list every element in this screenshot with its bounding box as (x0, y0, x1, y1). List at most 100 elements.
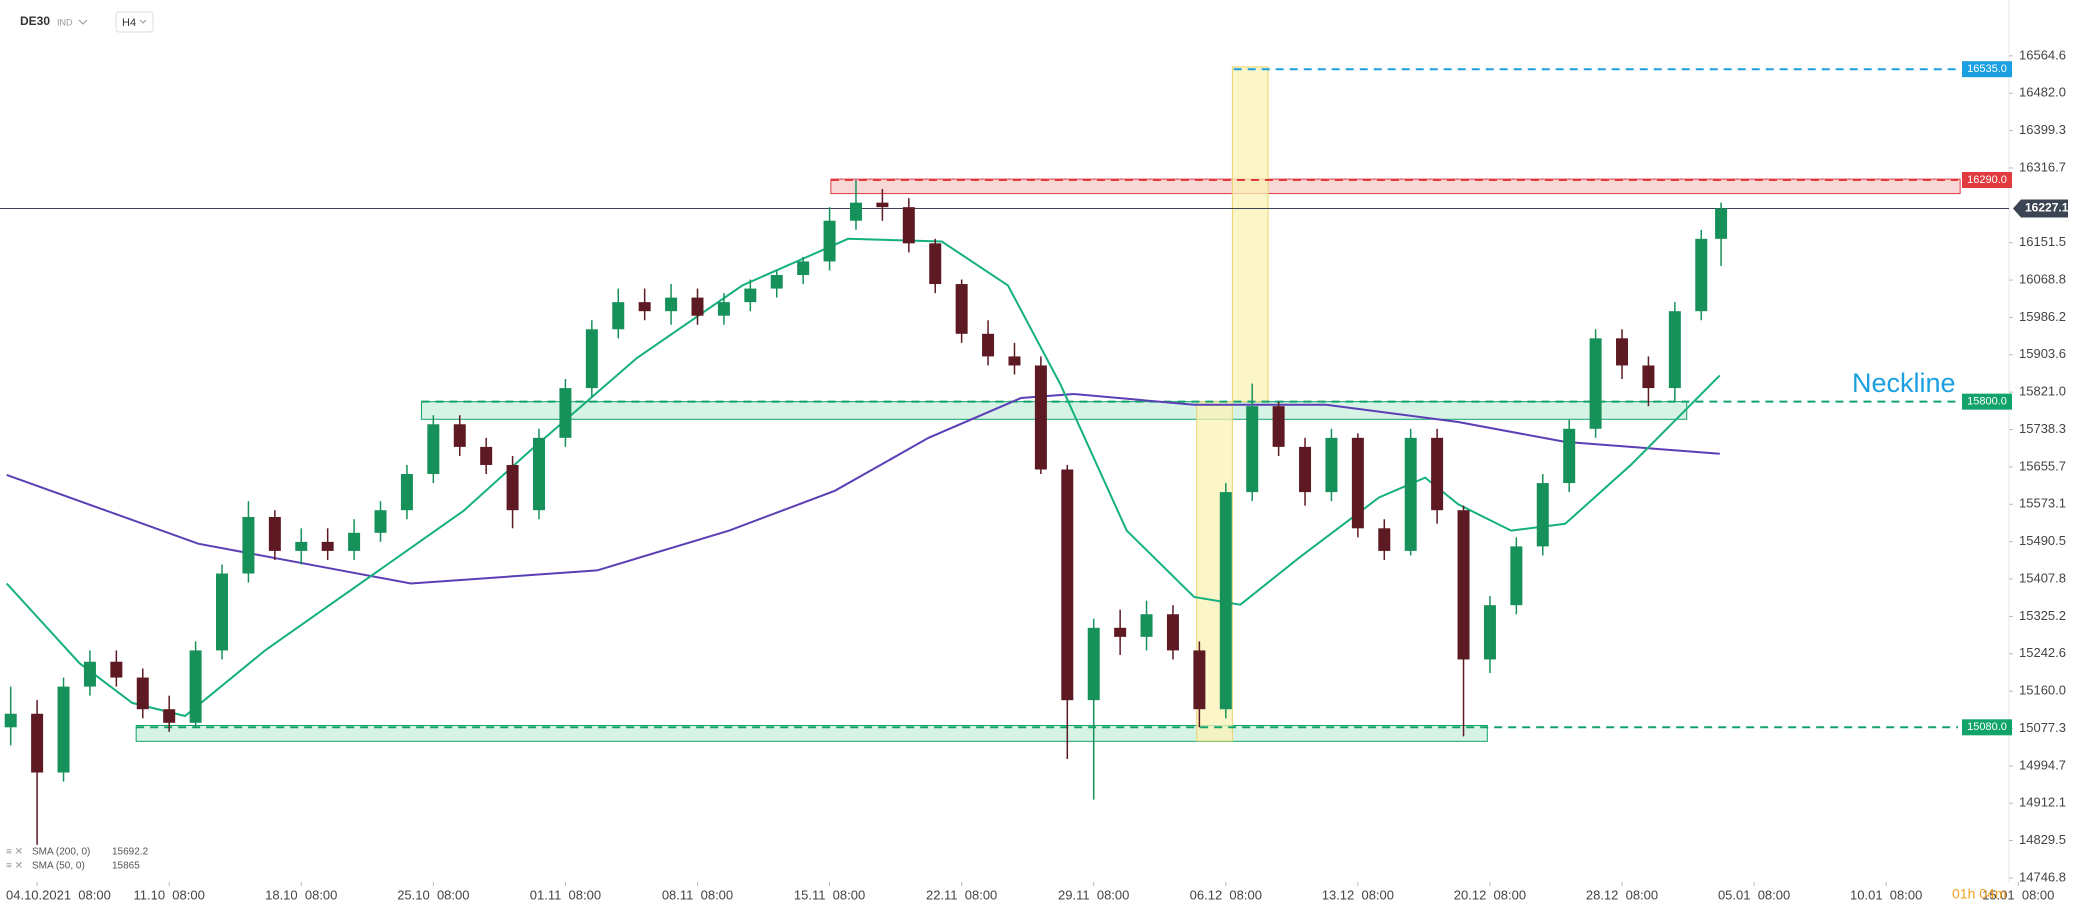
candle-body (1668, 311, 1681, 389)
candle-body (744, 288, 757, 303)
candle-body (533, 437, 545, 511)
candle-body (1695, 238, 1708, 312)
legend-icon: ≡ ✕ (6, 847, 23, 858)
candle-body (876, 202, 889, 208)
candle-body (1589, 338, 1602, 429)
candle-body (691, 297, 704, 316)
x-tick-label: 10.01 08:00 (1850, 887, 1922, 902)
level-label: 16535.0 (1967, 63, 2007, 75)
x-tick-label: 22.11 08:00 (926, 887, 997, 902)
y-tick-label: 15655.7 (2019, 458, 2066, 473)
x-tick-label: 18.10 08:00 (265, 887, 337, 902)
x-tick-label: 13.12 08:00 (1322, 887, 1394, 902)
last-price-box (2013, 199, 2068, 218)
candle-body (665, 297, 678, 312)
candle-body (770, 275, 783, 289)
x-tick-label: 11.10 08:00 (134, 887, 205, 902)
y-tick-label: 15077.3 (2019, 720, 2066, 735)
candle-body (348, 532, 361, 551)
candle-body (1431, 437, 1444, 511)
candle-body (110, 661, 123, 678)
candle-body (1351, 437, 1364, 529)
timer: 01h 04m (1952, 886, 2006, 902)
x-tick-label: 15.11 08:00 (794, 887, 865, 902)
candle-body (1483, 605, 1496, 660)
sma-line (5, 237, 1721, 718)
level-label: 16290.0 (1967, 174, 2007, 186)
x-tick-label: 15.01 08:00 (1982, 887, 2054, 902)
candle-body (400, 474, 413, 511)
candle-body (982, 333, 995, 357)
y-tick-label: 15160.0 (2019, 683, 2066, 698)
candle-body (797, 261, 810, 276)
interval-box[interactable] (115, 11, 154, 33)
legend-name: SMA (200, 0) (32, 847, 90, 858)
candle-body (1061, 469, 1074, 701)
level-label-box (1962, 393, 2012, 410)
y-tick-label: 16316.7 (2019, 159, 2066, 174)
candle-body (1510, 546, 1523, 606)
y-tick-label: 15821.0 (2019, 384, 2066, 399)
candle-body (559, 388, 572, 438)
level-label-box (1962, 61, 2012, 78)
candle-body (585, 329, 598, 389)
y-tick-label: 15325.2 (2019, 608, 2066, 623)
y-tick-label: 16068.8 (2019, 272, 2066, 287)
symbol[interactable]: DE30 (20, 14, 50, 28)
candle-body (1140, 614, 1153, 637)
candle-body (1616, 338, 1629, 366)
candle-body (321, 541, 334, 551)
candle-body (1715, 208, 1728, 239)
candle-body (1087, 627, 1100, 701)
last-price-label: 16227.1 (2025, 201, 2069, 215)
candle-body (1642, 365, 1655, 389)
interval[interactable]: H4 (122, 17, 136, 29)
x-tick-label: 20.12 08:00 (1454, 887, 1526, 902)
annotation: Neckline (1852, 368, 1956, 398)
x-tick-label: 01.11 08:00 (530, 887, 601, 902)
y-tick-label: 14994.7 (2019, 757, 2066, 772)
zone (1231, 66, 1269, 403)
y-tick-label: 16399.3 (2019, 122, 2066, 137)
legend-value: 15692.2 (112, 847, 149, 858)
dropdown-arrow[interactable] (78, 19, 88, 25)
candle-body (268, 516, 281, 551)
zone (830, 178, 1961, 195)
candle-body (929, 243, 942, 285)
y-tick-label: 16151.5 (2019, 234, 2066, 249)
candle-body (849, 202, 862, 221)
candle-body (4, 713, 17, 728)
y-tick-label: 15986.2 (2019, 309, 2066, 324)
candle-body (506, 464, 519, 511)
candle-body (242, 516, 255, 574)
candle-body (1246, 406, 1259, 493)
zone (420, 401, 1688, 420)
x-tick-label: 25.10 08:00 (397, 887, 469, 902)
x-tick-label: 28.12 08:00 (1586, 887, 1658, 902)
y-tick-label: 15490.5 (2019, 533, 2066, 548)
candle-body (1219, 492, 1232, 710)
candle-body (427, 424, 440, 475)
candle-body (638, 302, 651, 312)
candle-body (1193, 650, 1206, 710)
dropdown-arrow[interactable] (139, 19, 147, 24)
candle-body (31, 713, 44, 773)
level-label-box (1962, 172, 2012, 189)
candle-body (1404, 437, 1417, 551)
candle-body (480, 446, 493, 465)
candle-body (1008, 356, 1021, 366)
level-label: 15800.0 (1967, 396, 2007, 408)
candle-body (1563, 428, 1576, 484)
y-tick-label: 15738.3 (2019, 421, 2066, 436)
y-tick-label: 15242.6 (2019, 645, 2066, 660)
y-tick-label: 15903.6 (2019, 346, 2066, 361)
candle-body (612, 302, 625, 330)
candle-body (1166, 614, 1179, 651)
sma-line (6, 392, 1720, 585)
candle-body (453, 424, 466, 447)
candle-body (136, 677, 149, 710)
candle-body (216, 573, 229, 651)
x-tick-label: 04.10.2021 08:00 (6, 887, 111, 902)
x-tick-label: 08.11 08:00 (662, 887, 733, 902)
